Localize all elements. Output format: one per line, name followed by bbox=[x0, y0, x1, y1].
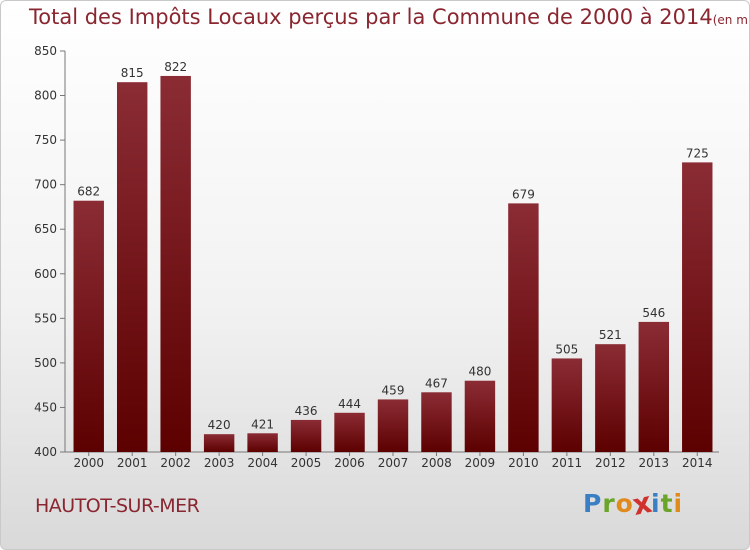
value-label-2011: 505 bbox=[555, 342, 578, 356]
y-tick-label: 650 bbox=[34, 222, 57, 236]
value-label-2002: 822 bbox=[164, 60, 187, 74]
proxiti-logo: Proxiti bbox=[583, 485, 684, 522]
value-label-2008: 467 bbox=[425, 376, 448, 390]
x-tick-label-2011: 2011 bbox=[552, 456, 583, 470]
chart-title-unit: (en milliers d'€) bbox=[712, 13, 750, 27]
commune-name: HAUTOT-SUR-MER bbox=[35, 495, 200, 517]
x-tick-label-2010: 2010 bbox=[508, 456, 539, 470]
y-tick-label: 550 bbox=[34, 311, 57, 325]
logo-letter: o bbox=[615, 489, 634, 518]
x-tick-label-2013: 2013 bbox=[639, 456, 670, 470]
x-tick-label-2007: 2007 bbox=[378, 456, 409, 470]
logo-letter: P bbox=[583, 489, 603, 518]
x-tick-label-2009: 2009 bbox=[465, 456, 496, 470]
value-label-2007: 459 bbox=[382, 383, 405, 397]
value-label-2001: 815 bbox=[121, 66, 144, 80]
y-tick-label: 450 bbox=[34, 400, 57, 414]
x-tick-label-2000: 2000 bbox=[73, 456, 104, 470]
value-label-2012: 521 bbox=[599, 328, 622, 342]
value-label-2014: 725 bbox=[686, 146, 709, 160]
logo-letter: r bbox=[602, 489, 616, 518]
value-label-2009: 480 bbox=[468, 365, 491, 379]
x-tick-label-2006: 2006 bbox=[334, 456, 365, 470]
bar-2004 bbox=[247, 433, 278, 452]
bar-2013 bbox=[638, 321, 670, 452]
bar-2011 bbox=[551, 358, 583, 452]
y-tick-label: 750 bbox=[34, 133, 57, 147]
bar-2007 bbox=[377, 399, 409, 452]
value-label-2000: 682 bbox=[77, 185, 100, 199]
bar-2014 bbox=[682, 162, 713, 452]
value-label-2004: 421 bbox=[251, 417, 274, 431]
bar-2001 bbox=[116, 82, 148, 452]
x-tick-label-2003: 2003 bbox=[204, 456, 235, 470]
logo-letter: i bbox=[651, 489, 661, 518]
y-tick-label: 600 bbox=[34, 267, 57, 281]
x-tick-label-2002: 2002 bbox=[160, 456, 191, 470]
bar-2000 bbox=[73, 200, 104, 452]
value-label-2005: 436 bbox=[295, 404, 318, 418]
y-tick-label: 850 bbox=[34, 44, 57, 58]
value-label-2013: 546 bbox=[642, 306, 665, 320]
logo-letter: t bbox=[660, 489, 674, 518]
y-tick-label: 800 bbox=[34, 89, 57, 103]
x-tick-label-2005: 2005 bbox=[291, 456, 322, 470]
y-tick-label: 400 bbox=[34, 445, 57, 459]
bar-2005 bbox=[290, 419, 322, 452]
x-tick-label-2014: 2014 bbox=[682, 456, 713, 470]
chart-title: Total des Impôts Locaux perçus par la Co… bbox=[29, 5, 750, 29]
bar-2008 bbox=[421, 392, 452, 452]
logo-letter: i bbox=[673, 489, 684, 518]
value-label-2003: 420 bbox=[208, 418, 231, 432]
bar-2006 bbox=[334, 412, 365, 452]
bar-2009 bbox=[464, 380, 496, 452]
value-label-2010: 679 bbox=[512, 187, 535, 201]
x-tick-label-2012: 2012 bbox=[595, 456, 626, 470]
bar-2002 bbox=[160, 75, 191, 452]
value-label-2006: 444 bbox=[338, 397, 361, 411]
bar-2003 bbox=[203, 434, 235, 452]
x-tick-label-2004: 2004 bbox=[247, 456, 278, 470]
x-tick-label-2008: 2008 bbox=[421, 456, 452, 470]
bar-2010 bbox=[508, 203, 539, 452]
y-tick-label: 500 bbox=[34, 356, 57, 370]
y-tick-label: 700 bbox=[34, 178, 57, 192]
x-tick-label-2001: 2001 bbox=[117, 456, 148, 470]
chart-title-main: Total des Impôts Locaux perçus par la Co… bbox=[29, 5, 713, 29]
bar-2012 bbox=[595, 344, 626, 452]
